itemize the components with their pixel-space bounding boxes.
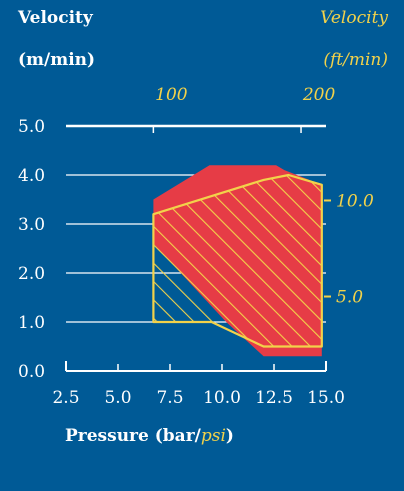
top-tick-label: 200	[302, 85, 336, 105]
left-tick-label: 5.0	[18, 117, 45, 137]
left-tick-label: 1.0	[18, 313, 45, 333]
right-axis-title-line1: Velocity	[320, 8, 388, 28]
left-tick-label: 4.0	[18, 166, 45, 186]
bottom-tick-label: 7.5	[156, 388, 183, 408]
left-tick-label: 2.0	[18, 264, 45, 284]
left-tick-label: 3.0	[18, 215, 45, 235]
bottom-tick-label: 2.5	[52, 388, 79, 408]
right-axis-title-line2: (ft/min)	[323, 50, 388, 70]
bottom-tick-label: 12.5	[255, 388, 293, 408]
x-axis-title: Pressure (bar/psi)	[65, 426, 234, 446]
bottom-tick-label: 5.0	[104, 388, 131, 408]
left-axis-title-line2: (m/min)	[18, 50, 95, 70]
hatched-area-series	[152, 173, 323, 348]
bottom-tick-label: 10.0	[203, 388, 241, 408]
right-tick-label: 5.0	[336, 288, 363, 308]
area-series	[152, 165, 323, 357]
left-axis-title-line1: Velocity	[17, 8, 94, 28]
right-tick-label: 10.0	[336, 191, 374, 211]
axes	[65, 126, 331, 372]
top-tick-label: 100	[155, 85, 188, 105]
left-tick-label: 0.0	[18, 362, 45, 382]
bottom-tick-label: 15.0	[307, 388, 345, 408]
